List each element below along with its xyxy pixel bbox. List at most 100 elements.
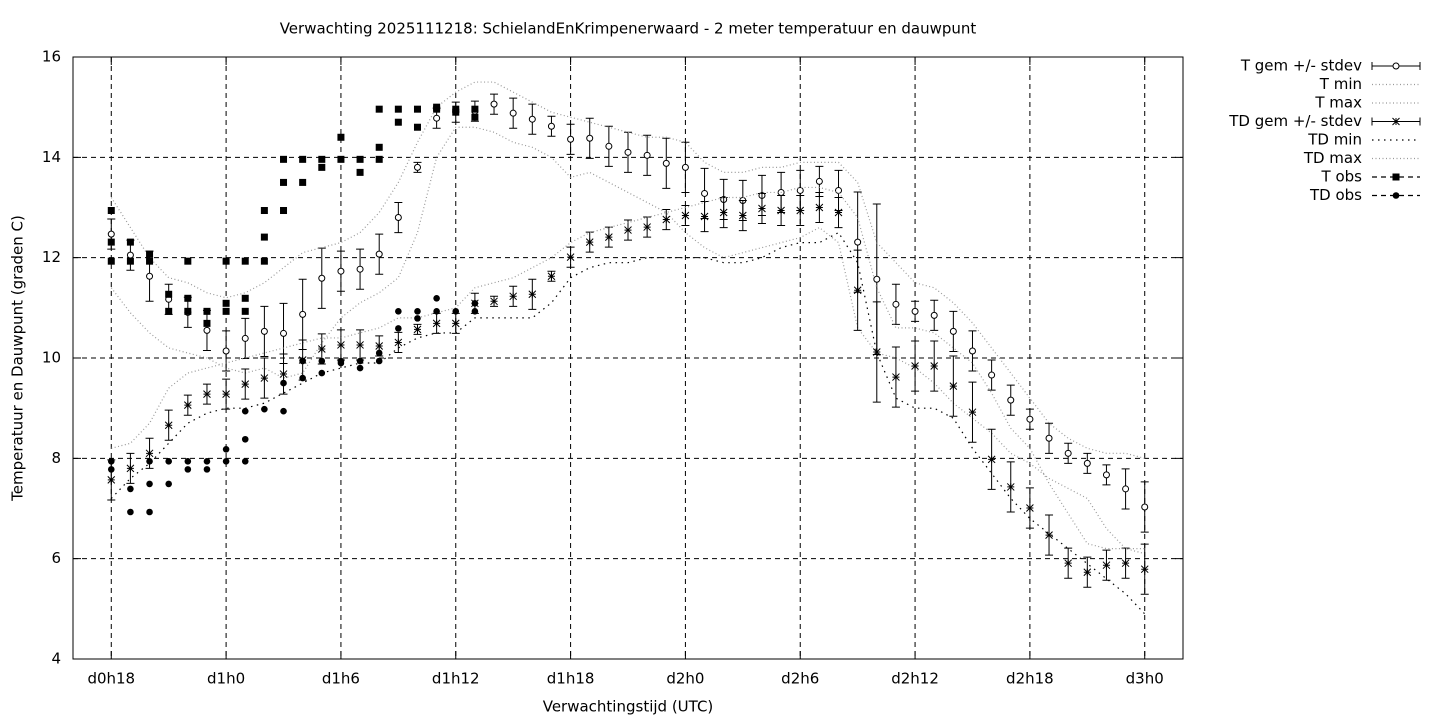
marker [375, 342, 384, 350]
marker [624, 148, 632, 156]
marker [471, 105, 479, 113]
marker [165, 290, 173, 298]
x-tick-label: d2h12 [891, 670, 939, 688]
marker [892, 373, 900, 381]
marker [394, 118, 402, 126]
y-tick-label: 14 [42, 148, 61, 166]
legend-label: T min [1319, 75, 1362, 93]
marker [509, 292, 518, 301]
plot-frame [72, 56, 1184, 660]
marker [1045, 531, 1053, 539]
marker [318, 357, 326, 365]
marker [337, 359, 345, 367]
marker [241, 458, 249, 465]
y-tick-label: 10 [42, 349, 61, 367]
marker [145, 449, 154, 458]
y-tick-label: 4 [51, 650, 61, 668]
legend-label: TD gem +/- stdev [1228, 112, 1362, 130]
y-tick-label: 6 [51, 549, 61, 567]
marker [949, 327, 957, 335]
marker [930, 311, 938, 319]
marker [146, 272, 154, 280]
marker [1140, 565, 1149, 574]
marker [433, 114, 441, 122]
marker [624, 226, 632, 234]
marker [146, 508, 153, 516]
marker [222, 446, 230, 453]
marker [203, 390, 211, 398]
marker [719, 208, 728, 217]
marker [451, 319, 460, 328]
marker [413, 105, 421, 113]
marker [184, 294, 192, 302]
marker [280, 379, 287, 387]
marker [261, 405, 268, 413]
marker [1007, 396, 1015, 404]
marker [605, 233, 613, 241]
marker [260, 207, 268, 215]
x-axis-label: Verwachtingstijd (UTC) [543, 698, 714, 716]
marker [394, 105, 402, 113]
marker [892, 300, 900, 308]
marker [815, 177, 823, 185]
marker [337, 133, 345, 141]
marker [317, 345, 326, 353]
marker [413, 163, 421, 171]
marker [184, 466, 192, 473]
marker [241, 334, 249, 342]
marker [968, 347, 976, 355]
marker [126, 257, 134, 265]
marker [509, 109, 517, 117]
marker [394, 338, 403, 347]
marker [279, 370, 288, 378]
marker [395, 308, 402, 315]
marker [222, 458, 230, 465]
marker [107, 466, 115, 473]
x-tick-label: d0h18 [87, 670, 135, 688]
marker [1045, 434, 1053, 442]
marker [146, 257, 154, 265]
marker [433, 308, 440, 315]
marker [280, 178, 288, 186]
marker [146, 458, 153, 465]
marker [165, 480, 172, 488]
marker [318, 163, 326, 171]
marker [413, 123, 421, 131]
marker [490, 100, 498, 108]
y-tick-label: 12 [42, 248, 61, 266]
marker [241, 435, 249, 443]
marker [183, 401, 192, 410]
marker [280, 407, 287, 415]
x-tick-label: d3h0 [1126, 670, 1164, 688]
marker [701, 189, 709, 197]
marker [318, 274, 326, 282]
marker [375, 105, 383, 113]
y-tick-label: 8 [51, 449, 61, 467]
marker [337, 341, 345, 349]
marker [222, 257, 230, 265]
x-tick-label: d2h18 [1006, 670, 1054, 688]
marker [126, 238, 134, 246]
legend-label: T obs [1321, 168, 1363, 186]
marker [280, 207, 288, 215]
marker [241, 257, 249, 265]
marker [375, 357, 383, 365]
marker [127, 508, 134, 516]
marker [988, 371, 996, 379]
marker [280, 329, 288, 337]
marker [1064, 559, 1073, 568]
marker [490, 297, 498, 306]
legend-marker [1392, 173, 1400, 181]
marker [146, 250, 154, 258]
marker [107, 238, 115, 246]
marker [1121, 559, 1130, 568]
marker [681, 211, 690, 220]
marker [394, 214, 402, 222]
marker [184, 307, 192, 315]
marker [241, 380, 250, 388]
marker [414, 308, 421, 315]
marker [432, 319, 441, 328]
marker [126, 464, 135, 473]
